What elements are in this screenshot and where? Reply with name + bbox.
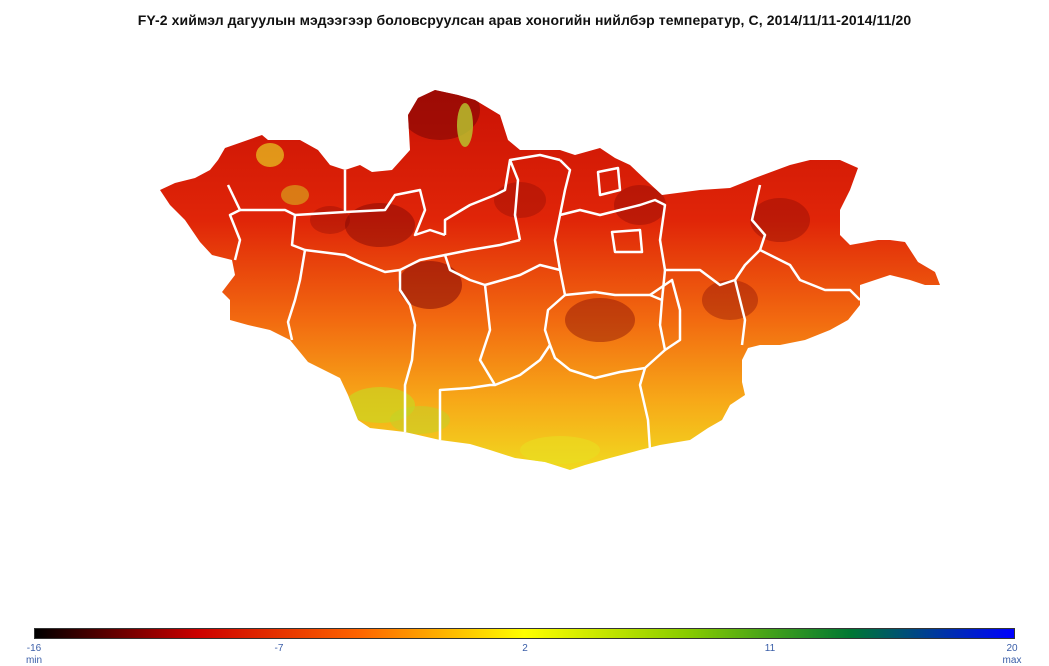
legend-tick-4: 11: [764, 643, 776, 654]
legend-tick-3: 2: [522, 643, 528, 654]
warm-area-5: [281, 185, 309, 205]
warm-area-4: [457, 103, 473, 147]
cold-area-5: [702, 280, 758, 320]
legend-tick-max: 20: [1006, 643, 1018, 654]
cold-area-7: [494, 182, 546, 218]
legend-tick-min: -16: [26, 643, 42, 654]
legend-min-label: min: [25, 655, 43, 666]
cold-area-2: [398, 261, 462, 309]
warm-area-3: [256, 143, 284, 167]
legend-max-label: max: [1002, 655, 1022, 666]
color-scale-bar: [34, 628, 1015, 639]
temperature-map: [160, 90, 940, 470]
warm-area-2: [520, 436, 600, 464]
map-title: FY-2 хиймэл дагуулын мэдээгээр боловсруу…: [137, 12, 912, 28]
cold-area-3: [565, 298, 635, 342]
legend-tick-2: -7: [274, 643, 284, 654]
cold-area-1: [345, 203, 415, 247]
cold-area-6: [750, 198, 810, 242]
